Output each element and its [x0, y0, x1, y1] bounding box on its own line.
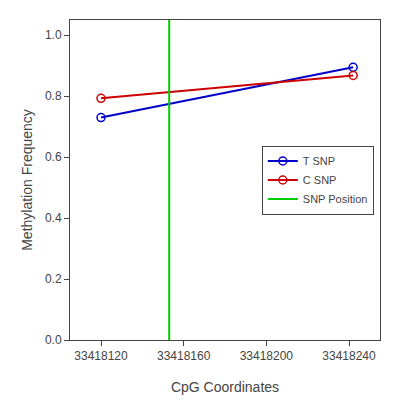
svg-text:SNP Position: SNP Position — [303, 193, 368, 205]
svg-text:0.0: 0.0 — [45, 333, 62, 347]
svg-text:33418240: 33418240 — [322, 349, 376, 363]
svg-text:0.6: 0.6 — [45, 150, 62, 164]
svg-text:33418160: 33418160 — [157, 349, 211, 363]
svg-text:0.2: 0.2 — [45, 272, 62, 286]
svg-text:C SNP: C SNP — [303, 174, 337, 186]
svg-text:Methylation Frequency: Methylation Frequency — [19, 109, 35, 251]
svg-text:T SNP: T SNP — [303, 155, 335, 167]
svg-text:CpG Coordinates: CpG Coordinates — [171, 379, 279, 395]
svg-text:33418120: 33418120 — [74, 349, 128, 363]
svg-text:0.4: 0.4 — [45, 211, 62, 225]
svg-text:33418200: 33418200 — [240, 349, 294, 363]
svg-text:1.0: 1.0 — [45, 28, 62, 42]
svg-text:0.8: 0.8 — [45, 89, 62, 103]
